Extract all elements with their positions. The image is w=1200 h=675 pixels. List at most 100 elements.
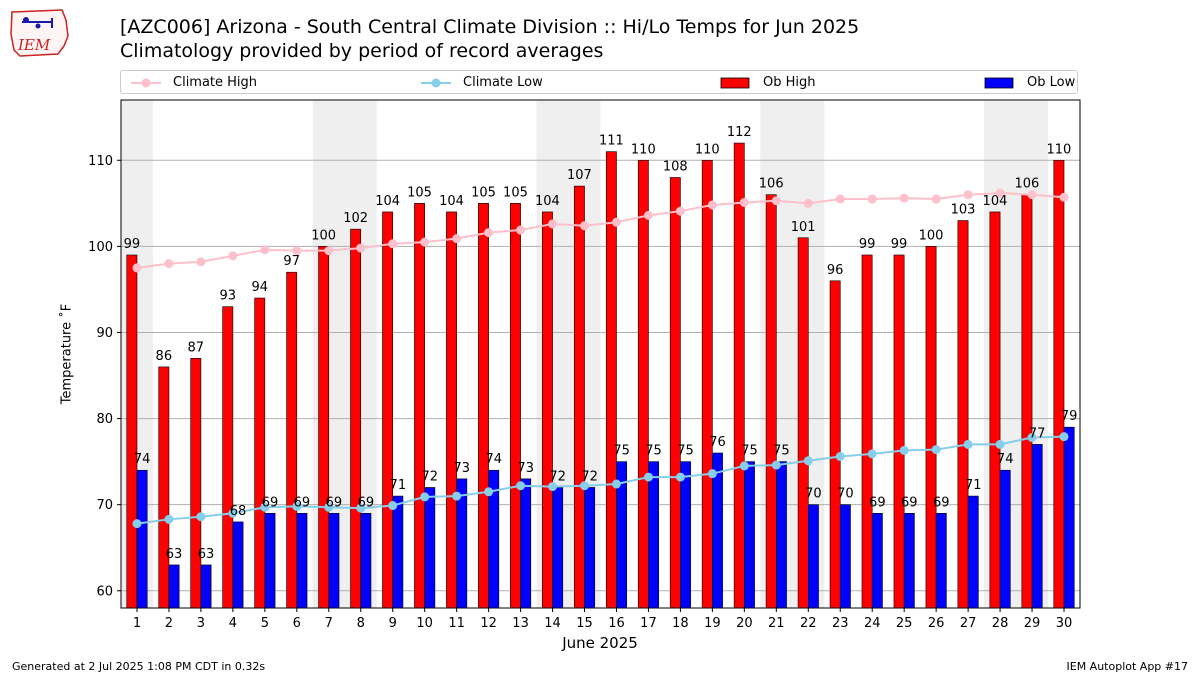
ob-high-bar <box>797 237 809 609</box>
climate-low-point <box>707 469 717 479</box>
ob-high-bar <box>765 194 777 609</box>
ob-high-bar <box>350 228 362 609</box>
chart-legend: Climate High Climate Low Ob High Ob Low <box>120 70 1078 94</box>
x-tick-label: 3 <box>197 616 205 631</box>
ob-high-value-label: 86 <box>156 349 173 364</box>
ob-high-bar <box>861 254 873 609</box>
ob-low-value-label: 69 <box>869 495 886 510</box>
ob-low-value-label: 75 <box>645 444 662 459</box>
climate-high-point <box>643 210 653 220</box>
climate-low-point <box>835 451 845 461</box>
ob-high-value-label: 102 <box>343 211 368 226</box>
climate-high-point <box>771 196 781 206</box>
climate-low-point <box>516 481 526 491</box>
climate-high-point <box>356 243 366 253</box>
ob-low-bar <box>328 512 340 609</box>
ob-low-bar <box>296 512 308 609</box>
legend-ob-low-label: Ob Low <box>1027 75 1076 90</box>
ob-high-bar <box>989 211 1001 609</box>
x-tick-label: 14 <box>544 616 561 631</box>
climate-low-point <box>132 519 142 529</box>
climate-low-point <box>580 481 590 491</box>
climate-high-point <box>867 194 877 204</box>
ob-low-bar <box>935 512 947 609</box>
ob-low-value-label: 69 <box>358 495 375 510</box>
ob-low-value-label: 69 <box>901 495 918 510</box>
ob-low-value-label: 76 <box>709 435 726 450</box>
ob-low-bar <box>232 521 244 609</box>
climate-low-point <box>867 449 877 459</box>
x-tick-label: 19 <box>704 616 721 631</box>
ob-high-value-label: 106 <box>1015 177 1040 192</box>
ob-high-bar <box>733 142 745 609</box>
climate-low-point <box>931 445 941 455</box>
climate-low-point <box>548 482 558 492</box>
climate-high-line <box>136 191 1065 269</box>
climate-high-point <box>452 234 462 244</box>
legend-climate-low-marker <box>421 78 451 88</box>
ob-low-value-label: 63 <box>166 547 183 562</box>
ob-low-bar <box>680 461 691 609</box>
x-tick-label: 22 <box>800 616 817 631</box>
climate-high-point <box>1027 190 1037 200</box>
ob-high-value-label: 105 <box>503 185 528 200</box>
ob-low-value-label: 73 <box>517 461 534 476</box>
ob-low-value-label: 73 <box>453 461 470 476</box>
climate-high-point <box>228 251 238 261</box>
legend-climate-high-marker <box>131 78 161 88</box>
ob-high-value-label: 110 <box>631 142 656 157</box>
ob-high-bar <box>446 211 457 609</box>
ob-low-value-label: 69 <box>262 495 279 510</box>
ob-high-value-label: 106 <box>759 177 784 192</box>
ob-high-bar <box>957 220 969 609</box>
ob-high-bar <box>893 254 905 609</box>
ob-high-value-label: 104 <box>535 194 560 209</box>
climate-high-point <box>611 217 621 227</box>
ob-high-value-label: 103 <box>951 203 976 218</box>
x-tick-label: 11 <box>448 616 465 631</box>
ob-low-value-label: 75 <box>677 444 694 459</box>
climate-high-point <box>1059 192 1069 202</box>
climate-low-point <box>803 456 813 466</box>
ob-low-bar <box>392 495 404 609</box>
x-tick-label: 6 <box>293 616 301 631</box>
x-tick-label: 13 <box>512 616 529 631</box>
ob-low-value-label: 71 <box>965 478 982 493</box>
ob-high-bar <box>925 246 937 609</box>
x-tick-label: 10 <box>416 616 433 631</box>
ob-low-value-label: 72 <box>422 469 439 484</box>
ob-high-value-label: 99 <box>124 237 141 252</box>
ob-low-bar <box>200 564 212 609</box>
ob-high-bar <box>829 280 841 609</box>
x-tick-label: 17 <box>640 616 657 631</box>
ob-low-value-label: 69 <box>294 495 311 510</box>
ob-low-value-label: 69 <box>933 495 950 510</box>
climate-high-point <box>899 193 909 203</box>
ob-low-value-label: 68 <box>230 504 247 519</box>
climate-low-point <box>995 439 1005 449</box>
ob-high-value-label: 104 <box>439 194 464 209</box>
y-tick-label: 100 <box>88 240 113 255</box>
climate-low-point <box>675 472 685 482</box>
climate-high-point <box>739 197 749 207</box>
ob-high-value-label: 100 <box>919 228 944 243</box>
climate-high-point <box>388 239 398 249</box>
ob-low-bar <box>1063 426 1075 609</box>
x-tick-label: 12 <box>480 616 497 631</box>
climate-high-point <box>835 194 845 204</box>
x-tick-label: 21 <box>768 616 785 631</box>
chart-title: [AZC006] Arizona - South Central Climate… <box>120 16 860 38</box>
climate-low-point <box>260 502 270 512</box>
ob-low-bar <box>807 504 819 609</box>
iowa-map-icon: IEM <box>10 9 69 57</box>
climate-low-point <box>963 439 973 449</box>
x-tick-label: 28 <box>992 616 1009 631</box>
y-tick-label: 60 <box>96 584 113 599</box>
ob-low-value-label: 72 <box>581 469 598 484</box>
ob-high-bar <box>637 159 649 609</box>
logo-text: IEM <box>17 36 51 54</box>
x-tick-label: 30 <box>1056 616 1073 631</box>
climate-high-point <box>484 228 494 238</box>
ob-low-bar <box>264 512 276 609</box>
ob-low-bar <box>520 478 532 609</box>
